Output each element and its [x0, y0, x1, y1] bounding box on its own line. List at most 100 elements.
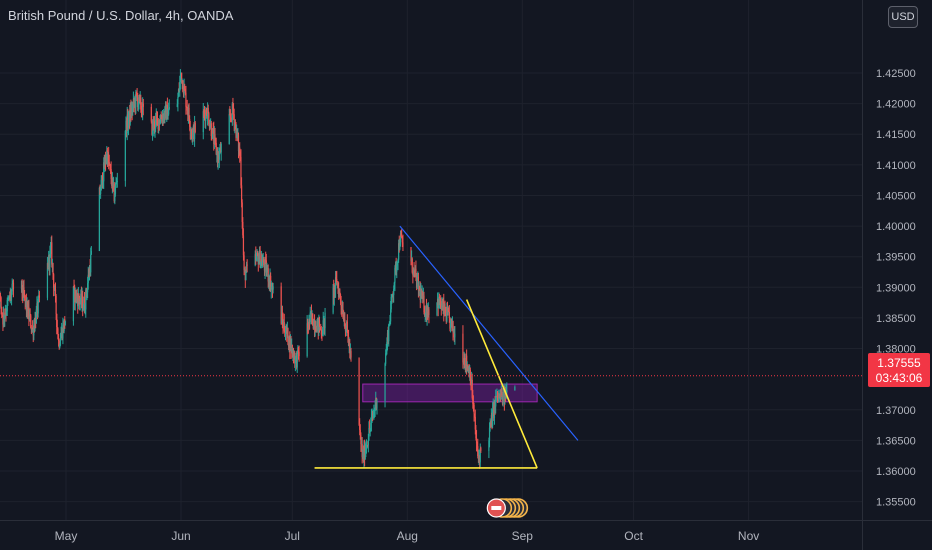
candle-body [232, 109, 235, 115]
candle-body [514, 387, 516, 391]
candle-body [151, 121, 154, 135]
candle-body [205, 110, 207, 115]
candle-body [240, 157, 242, 186]
candle-body [157, 118, 159, 129]
candle-body [464, 357, 466, 366]
candle-body [320, 329, 322, 335]
candle-body [295, 355, 297, 357]
candle-body [298, 351, 300, 357]
candle-body [478, 455, 480, 458]
candle-body [179, 82, 181, 91]
candle-body [297, 347, 299, 351]
candle-body [372, 415, 374, 417]
candle-body [502, 392, 504, 405]
candle-body [400, 233, 402, 237]
candle-body [22, 293, 24, 297]
candle-body [187, 107, 190, 116]
candle-body [375, 397, 377, 408]
candle-body [313, 320, 315, 329]
candle-body [150, 106, 152, 122]
candle-body [391, 294, 394, 297]
candle-body [366, 445, 368, 447]
candle-body [319, 326, 321, 329]
candle-body [467, 368, 470, 371]
candle-body [125, 120, 127, 132]
candle-body [56, 327, 58, 329]
candle-body [101, 175, 104, 186]
candle-body [401, 238, 403, 243]
candle-body [289, 336, 291, 352]
y-tick-label: 1.39500 [876, 252, 916, 264]
candle-body [153, 121, 156, 130]
candle-body [255, 256, 258, 260]
candle-body [103, 162, 105, 182]
candle-body [77, 297, 79, 307]
candle-body [137, 103, 139, 108]
candle-body [213, 134, 215, 144]
candle-body [391, 296, 393, 298]
candle-body [135, 92, 138, 94]
candle-body [245, 272, 247, 281]
candle-body [244, 269, 246, 271]
candle-body [392, 294, 394, 296]
candle-body [263, 258, 265, 266]
candle-body [219, 147, 222, 153]
candle-body [114, 184, 117, 195]
candle-body [280, 286, 282, 324]
candle-body [36, 303, 39, 314]
candle-body [419, 288, 421, 300]
candle-body [367, 445, 369, 447]
candle-body [9, 293, 11, 299]
candle-body [30, 315, 32, 328]
candle-body [490, 422, 492, 424]
candle-body [179, 75, 181, 83]
candle-body [239, 156, 241, 158]
y-tick-label: 1.38500 [876, 313, 916, 325]
candle-body [229, 114, 232, 118]
candle-body [89, 267, 91, 273]
candle-body [315, 327, 317, 332]
candle-body [186, 107, 188, 111]
candle-body [33, 324, 35, 336]
candle-body [445, 313, 447, 322]
candle-body [449, 320, 452, 329]
candle-body [57, 328, 59, 339]
candle-body [423, 295, 425, 313]
candle-body [473, 404, 475, 414]
currency-button[interactable]: USD [888, 6, 918, 28]
candle-body [159, 117, 162, 123]
candle-body [283, 322, 285, 331]
candle-body [310, 312, 312, 314]
candle-body [260, 259, 262, 262]
candle-body [397, 259, 399, 263]
candle-body [155, 115, 157, 120]
candle-body [74, 290, 76, 303]
candle-body [54, 289, 56, 291]
candle-body [290, 339, 292, 351]
candle-body [309, 312, 311, 323]
candle-body [359, 429, 361, 436]
candle-body [35, 309, 37, 324]
candle-body [33, 324, 36, 329]
candle-body [394, 267, 396, 283]
candle-body [32, 328, 34, 336]
candle-body [343, 318, 345, 321]
candle-body [83, 299, 85, 308]
candle-body [209, 126, 211, 128]
candle-body [370, 416, 373, 423]
candle-body [203, 112, 206, 115]
candle-body [206, 114, 208, 118]
candle-body [376, 400, 378, 409]
candle-body [503, 389, 505, 393]
candle-body [206, 108, 209, 118]
candle-body [286, 328, 288, 334]
candle-body [294, 356, 296, 364]
candle-body [297, 347, 300, 352]
candle-body [72, 286, 75, 322]
candle-body [243, 255, 245, 271]
candle-body [21, 280, 23, 294]
candle-body [339, 291, 341, 295]
candle-body [133, 99, 135, 104]
x-tick-label: Aug [397, 529, 418, 543]
